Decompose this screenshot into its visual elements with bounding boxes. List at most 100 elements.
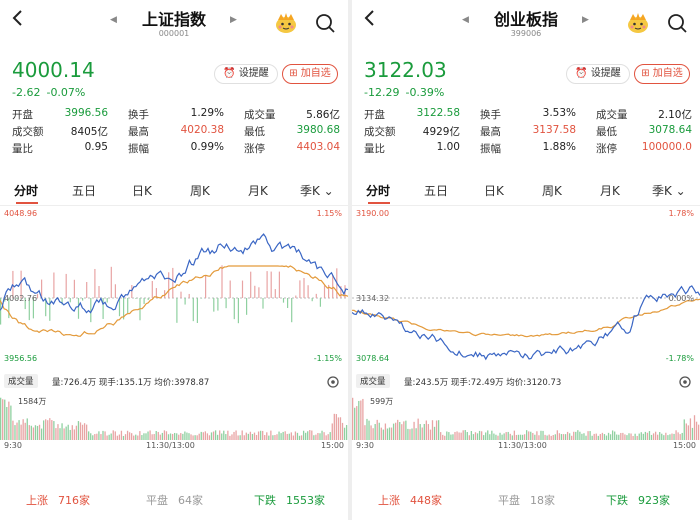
back-arrow-icon[interactable]	[8, 8, 32, 32]
tab-4[interactable]: 月K	[600, 184, 620, 198]
volume-bar	[485, 432, 487, 440]
back-arrow-icon[interactable]	[360, 8, 384, 32]
volume-bar	[644, 431, 647, 440]
volume-bar	[337, 417, 340, 440]
volume-bar	[654, 431, 657, 440]
volume-bar	[685, 423, 687, 440]
next-index-icon[interactable]: ▶	[582, 15, 589, 25]
diff-bar	[151, 280, 153, 298]
volume-bar	[212, 431, 215, 440]
tab-4[interactable]: 月K	[248, 184, 268, 198]
volume-bar	[196, 435, 198, 440]
add-favorite-label: 加自选	[652, 68, 683, 79]
volume-bar	[505, 432, 507, 440]
volume-bar	[448, 432, 450, 440]
diff-bar	[291, 298, 293, 323]
volume-bar	[509, 433, 511, 440]
prev-index-icon[interactable]: ◀	[462, 15, 469, 25]
volume-bar	[366, 418, 368, 440]
change-absolute: -12.29	[364, 86, 400, 99]
volume-bar	[558, 433, 561, 440]
diff-bar	[114, 284, 116, 298]
diff-bar	[69, 298, 71, 303]
volume-bar	[507, 431, 509, 440]
prev-index-icon[interactable]: ◀	[110, 15, 117, 25]
volume-bar	[313, 435, 315, 440]
intraday-chart[interactable]	[352, 206, 700, 368]
volume-bar	[403, 421, 405, 440]
volume-bar	[642, 433, 644, 440]
tab-3[interactable]: 周K	[542, 184, 562, 198]
set-alert-button[interactable]: ⏰ 设提醒	[214, 64, 278, 84]
add-favorite-button[interactable]: ⊞ 加自选	[634, 64, 690, 84]
volume-bar	[652, 433, 655, 440]
stat-label: 开盘	[12, 109, 33, 121]
search-icon[interactable]	[314, 12, 336, 34]
tab-1[interactable]: 五日	[72, 184, 97, 198]
stat-label: 最低	[596, 126, 617, 138]
mascot-icon[interactable]	[626, 12, 650, 34]
tab-2[interactable]: 日K	[132, 184, 152, 198]
chart-bottom-percent: -1.15%	[313, 354, 342, 363]
volume-bar	[464, 430, 466, 440]
volume-bar	[663, 435, 665, 440]
volume-indicator-tag[interactable]: 成交量	[356, 374, 390, 388]
volume-bar	[405, 420, 407, 440]
volume-bar	[282, 431, 284, 440]
add-favorite-button[interactable]: ⊞ 加自选	[282, 64, 338, 84]
tab-5[interactable]: 季K ⌄	[300, 184, 334, 198]
tab-5[interactable]: 季K ⌄	[652, 184, 686, 198]
volume-bar	[94, 434, 96, 440]
next-index-icon[interactable]: ▶	[230, 15, 237, 25]
volume-bar	[65, 426, 67, 440]
volume-indicator-tag[interactable]: 成交量	[4, 374, 38, 388]
gear-icon[interactable]	[326, 375, 340, 389]
volume-bar	[687, 425, 690, 440]
stat-value: 0.95	[84, 141, 108, 153]
volume-bar	[568, 433, 571, 440]
search-icon[interactable]	[666, 12, 688, 34]
volume-bar	[266, 432, 268, 440]
intraday-chart[interactable]	[0, 206, 348, 368]
volume-bar	[562, 434, 565, 440]
tab-2[interactable]: 日K	[484, 184, 504, 198]
volume-bar	[98, 431, 100, 440]
tab-1[interactable]: 五日	[424, 184, 449, 198]
volume-bar	[221, 433, 223, 440]
volume-bar	[456, 431, 458, 440]
volume-bar	[472, 434, 475, 440]
diff-bar	[254, 285, 256, 298]
average-price-line	[0, 265, 348, 337]
change-percent: -0.39%	[405, 86, 445, 99]
volume-bar	[550, 435, 552, 440]
volume-bar	[591, 435, 593, 440]
chart-bottom-price: 3956.56	[4, 354, 38, 363]
set-alert-button[interactable]: ⏰ 设提醒	[566, 64, 630, 84]
diff-bar	[323, 285, 326, 298]
volume-bar	[483, 435, 485, 440]
index-code: 000001	[158, 29, 190, 38]
volume-bar	[237, 435, 239, 440]
volume-bar	[681, 432, 683, 440]
volume-bar	[208, 435, 211, 440]
gear-icon[interactable]	[678, 375, 692, 389]
time-close: 15:00	[672, 441, 696, 450]
volume-bar	[622, 432, 624, 440]
volume-bar	[85, 424, 88, 440]
volume-bar	[364, 425, 366, 440]
volume-bar	[571, 435, 573, 440]
diff-bar	[41, 279, 43, 298]
fall-count: 1553家	[286, 494, 325, 507]
stats-row: 量比 1.00 振幅 1.88% 涨停 100000.0	[364, 141, 692, 158]
tab-3[interactable]: 周K	[190, 184, 210, 198]
tab-0[interactable]: 分时	[14, 184, 39, 198]
volume-bar	[468, 435, 470, 440]
volume-bar	[394, 422, 397, 440]
volume-chart[interactable]	[0, 392, 348, 440]
diff-bar	[225, 298, 227, 309]
time-midday: 11:30/13:00	[146, 441, 195, 450]
tab-0[interactable]: 分时	[366, 184, 391, 198]
volume-bar	[675, 430, 677, 440]
volume-chart[interactable]	[352, 392, 700, 440]
mascot-icon[interactable]	[274, 12, 298, 34]
